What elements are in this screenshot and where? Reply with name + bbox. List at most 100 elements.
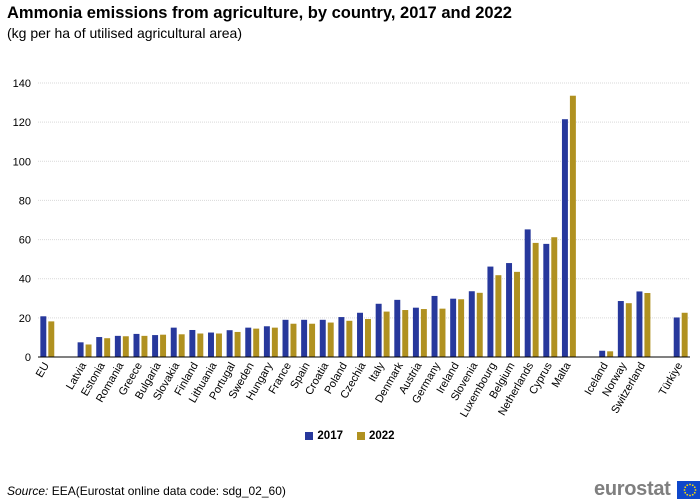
y-tick-label: 100 bbox=[13, 156, 31, 168]
bar-2022-eu bbox=[48, 321, 55, 357]
y-tick-label: 140 bbox=[13, 78, 31, 90]
chart-subtitle: (kg per ha of utilised agricultural area… bbox=[7, 25, 243, 41]
legend-item-2022: 2022 bbox=[357, 430, 395, 442]
y-tick-label: 60 bbox=[19, 235, 31, 247]
bar-2022-portugal bbox=[234, 331, 241, 357]
bar-2017-türkiye bbox=[673, 317, 680, 357]
bar-2022-latvia bbox=[85, 344, 92, 357]
bar-2017-eu bbox=[40, 316, 47, 357]
bar-chart: 0 20 40 60 80 100 120 140 EU LatviaEstoniaRomani… bbox=[13, 78, 690, 419]
flag-star bbox=[694, 488, 696, 491]
eu-flag-icon bbox=[676, 480, 700, 499]
bar-2017-germany bbox=[431, 295, 438, 357]
bar-2017-malta bbox=[561, 119, 568, 358]
bar-2022-poland bbox=[346, 320, 353, 357]
y-tick-label: 20 bbox=[19, 313, 31, 325]
bar-2017-hungary bbox=[263, 326, 270, 357]
bar-2022-spain bbox=[309, 323, 316, 357]
flag-star bbox=[691, 483, 694, 486]
bar-2017-austria bbox=[412, 307, 419, 357]
bar-2022-austria bbox=[420, 309, 427, 357]
bar-2022-hungary bbox=[271, 327, 278, 357]
legend: 2017 2022 bbox=[0, 430, 700, 442]
grid-lines bbox=[38, 82, 690, 319]
legend-swatch-2022 bbox=[357, 432, 365, 440]
bar-2017-netherlands bbox=[524, 229, 531, 357]
bar-2017-switzerland bbox=[636, 291, 643, 357]
x-tick-label: Türkiye bbox=[657, 361, 685, 398]
bar-2022-sweden bbox=[253, 328, 260, 357]
flag-star bbox=[685, 483, 688, 486]
bar-2017-spain bbox=[301, 319, 308, 357]
flag-star bbox=[688, 483, 691, 485]
y-axis-ticks: 0 20 40 60 80 100 120 140 bbox=[13, 78, 31, 364]
bar-2022-bulgaria bbox=[160, 334, 167, 357]
bar-2022-greece bbox=[141, 335, 148, 357]
bar-2017-slovenia bbox=[468, 291, 475, 357]
bar-2017-portugal bbox=[226, 330, 233, 357]
source-text: EEA(Eurostat online data code: sdg_02_60… bbox=[51, 484, 286, 498]
legend-item-2017: 2017 bbox=[305, 430, 343, 442]
bar-2017-romania bbox=[114, 335, 121, 357]
flag-star bbox=[693, 485, 696, 488]
bar-2017-estonia bbox=[96, 337, 103, 357]
bar-2022-estonia bbox=[104, 338, 111, 357]
bar-2022-cyprus bbox=[551, 237, 558, 357]
flag-star bbox=[683, 491, 686, 494]
y-tick-label: 40 bbox=[19, 274, 31, 286]
bar-2022-norway bbox=[625, 303, 632, 357]
bar-2022-ireland bbox=[458, 299, 465, 357]
bar-2022-romania bbox=[122, 336, 129, 357]
bar-2017-italy bbox=[375, 303, 382, 357]
x-tick-label: EU bbox=[34, 360, 52, 379]
flag-star bbox=[683, 485, 686, 488]
bar-2022-lithuania bbox=[215, 333, 222, 357]
bar-2022-czechia bbox=[365, 319, 371, 357]
flag-star bbox=[693, 491, 696, 494]
bars bbox=[40, 95, 688, 358]
bar-2022-malta bbox=[569, 95, 576, 357]
source-note: Source: EEA(Eurostat online data code: s… bbox=[7, 484, 286, 498]
bar-2017-denmark bbox=[394, 299, 401, 357]
bar-2017-finland bbox=[189, 329, 196, 357]
eurostat-wordmark: eurostat bbox=[594, 478, 671, 500]
source-label: Source: bbox=[7, 484, 49, 498]
bar-2022-iceland bbox=[607, 351, 614, 357]
bar-2022-belgium bbox=[514, 271, 520, 357]
eurostat-logo: eurostat bbox=[594, 478, 700, 501]
bar-2017-iceland bbox=[599, 350, 606, 357]
bar-2017-czechia bbox=[357, 312, 363, 357]
bar-2017-sweden bbox=[245, 327, 252, 357]
y-tick-label: 0 bbox=[25, 352, 31, 364]
legend-swatch-2017 bbox=[305, 432, 314, 440]
y-tick-label: 120 bbox=[13, 117, 31, 129]
bar-2022-france bbox=[290, 323, 297, 357]
bar-2022-switzerland bbox=[644, 293, 651, 357]
legend-label-2022: 2022 bbox=[369, 430, 395, 442]
legend-label-2017: 2017 bbox=[317, 430, 343, 442]
flag-star bbox=[691, 493, 694, 496]
bar-2017-lithuania bbox=[208, 332, 214, 357]
bar-2022-croatia bbox=[327, 322, 334, 357]
bar-2017-poland bbox=[338, 317, 345, 357]
flag-star bbox=[688, 494, 691, 496]
bar-2017-luxembourg bbox=[487, 266, 494, 357]
bar-2022-germany bbox=[439, 308, 446, 357]
bar-2017-slovakia bbox=[170, 327, 177, 357]
bar-2022-netherlands bbox=[532, 242, 539, 357]
bar-2022-slovenia bbox=[476, 292, 483, 357]
bar-2022-luxembourg bbox=[495, 275, 502, 357]
bar-2022-finland bbox=[197, 333, 204, 357]
y-tick-label: 80 bbox=[19, 195, 31, 207]
flag-star bbox=[685, 493, 688, 496]
bar-2017-latvia bbox=[77, 342, 84, 357]
flag-star bbox=[683, 488, 685, 491]
bar-2017-france bbox=[282, 319, 289, 357]
bar-2017-croatia bbox=[319, 319, 326, 357]
bar-2022-italy bbox=[383, 311, 390, 357]
bar-2022-türkiye bbox=[681, 312, 688, 357]
bar-2017-bulgaria bbox=[152, 335, 159, 357]
bar-2017-norway bbox=[617, 301, 624, 357]
x-tick-label: Malta bbox=[550, 360, 574, 390]
bar-2017-ireland bbox=[450, 298, 457, 357]
